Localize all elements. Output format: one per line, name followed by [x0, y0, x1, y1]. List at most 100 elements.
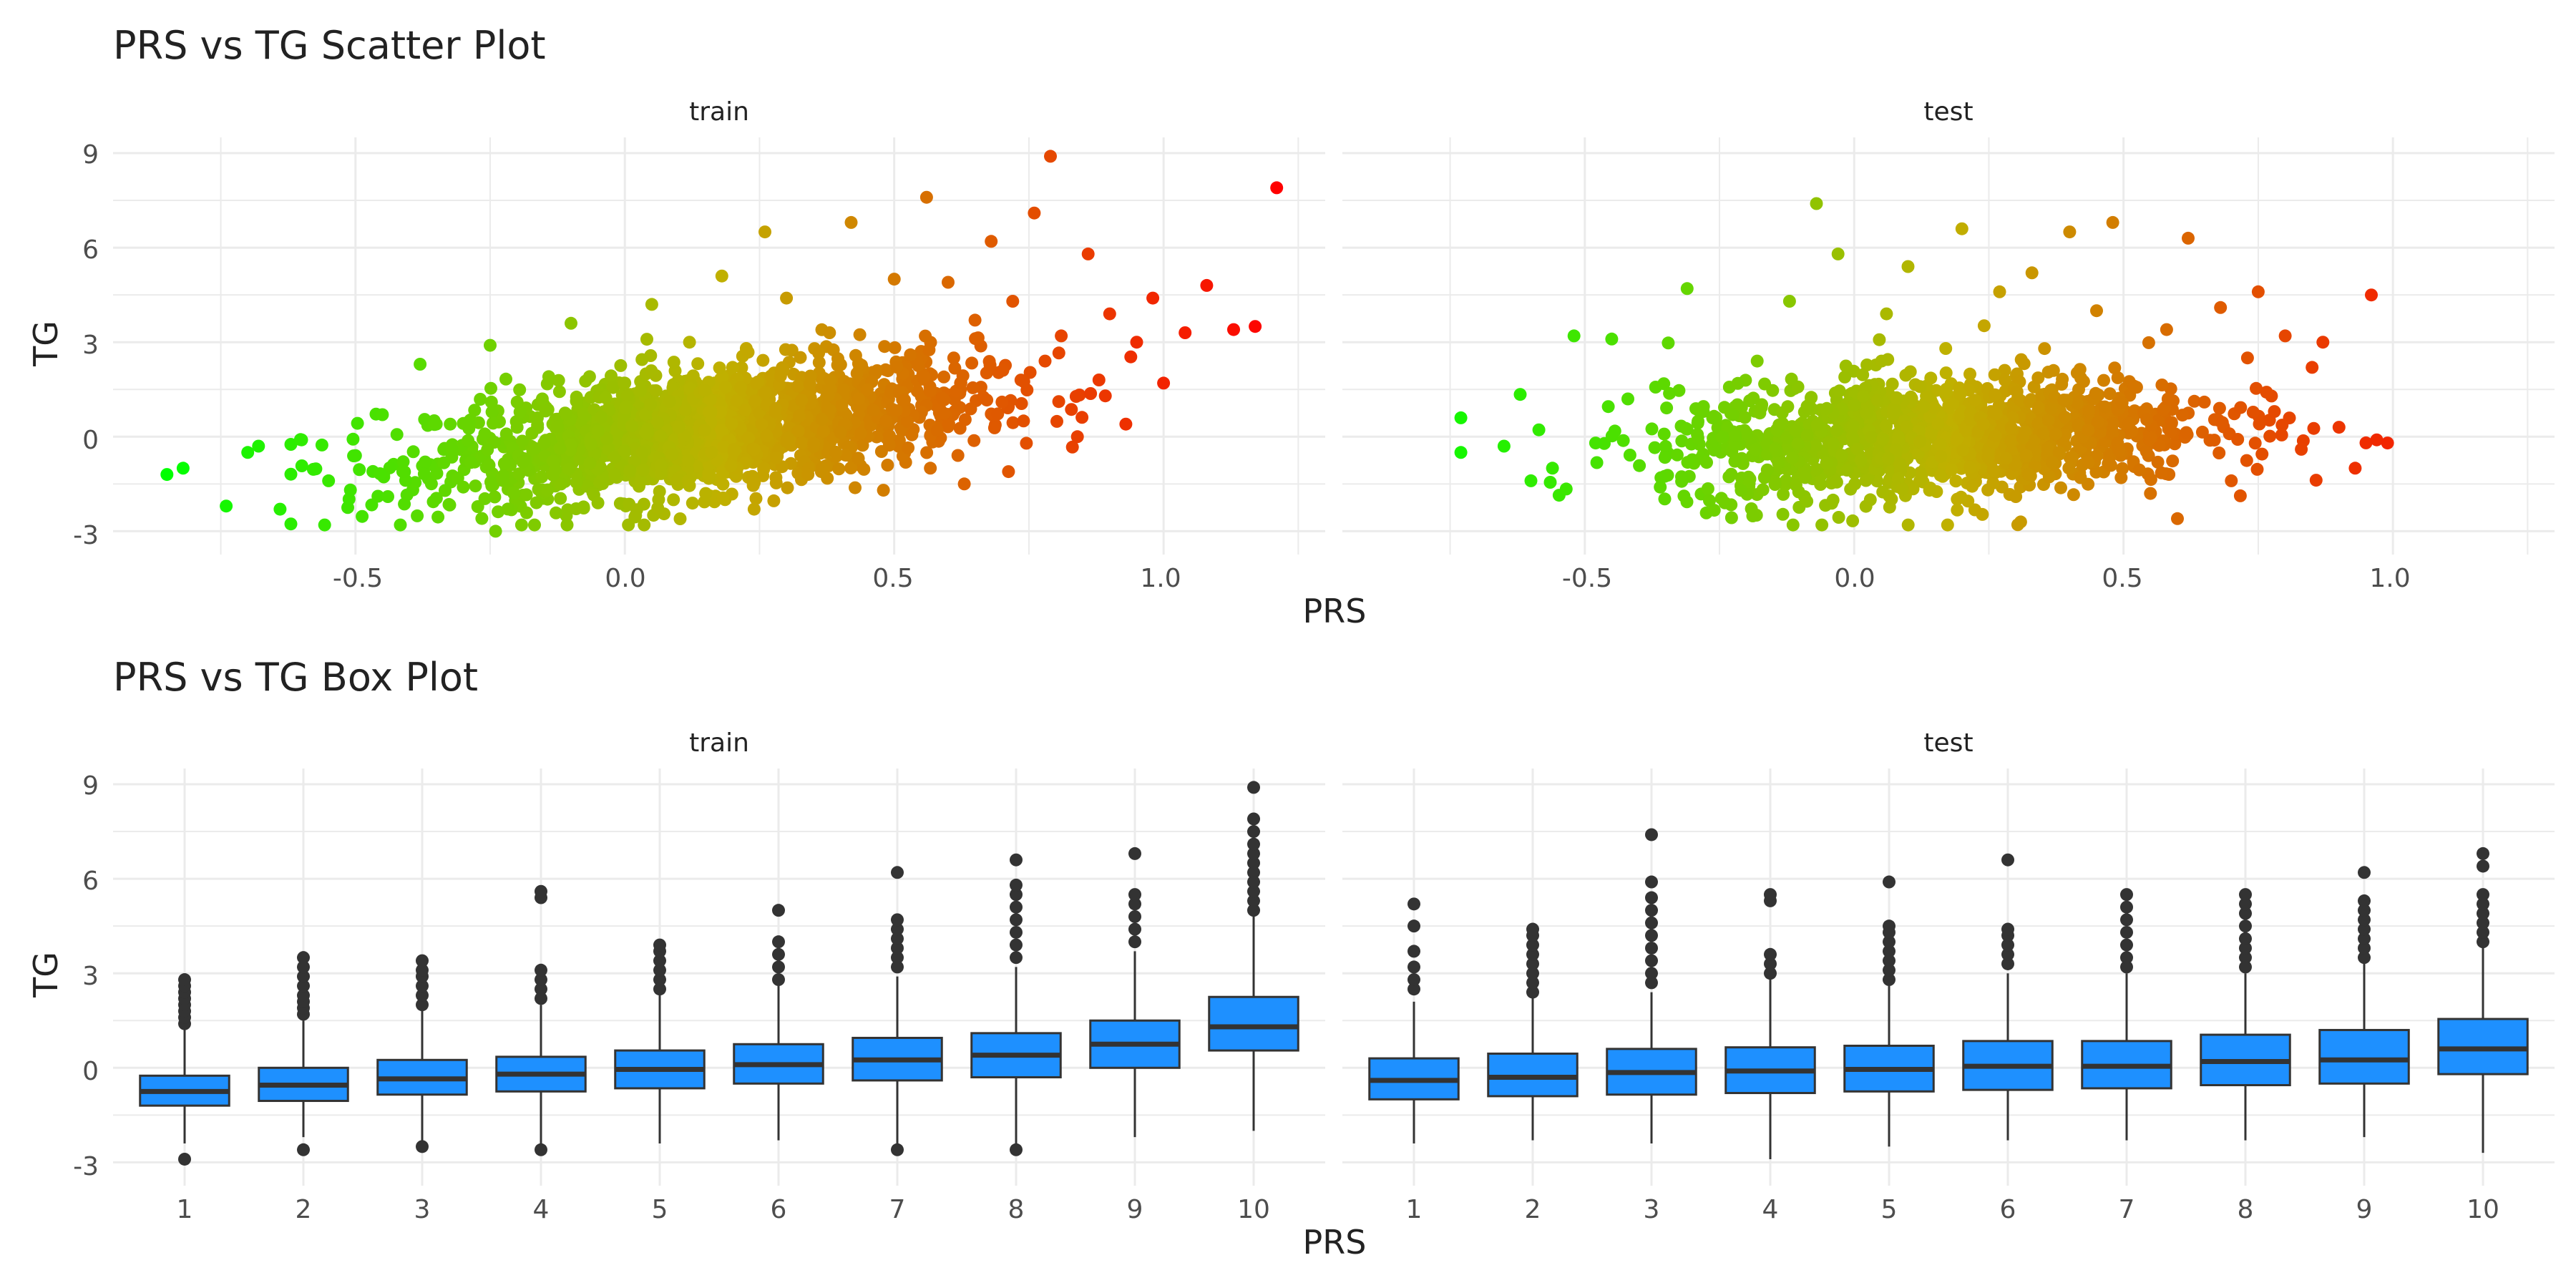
scatter-point: [995, 395, 1009, 409]
scatter-point: [1680, 495, 1694, 509]
scatter-point: [583, 457, 597, 470]
scatter-point: [1605, 429, 1619, 443]
box-outlier: [2358, 932, 2371, 945]
scatter-train-x-tick: 0.5: [872, 564, 913, 593]
scatter-chart: PRS vs TG Scatter Plot TG PRS -3 0 3 6 9…: [26, 23, 2555, 630]
box-outlier: [1010, 878, 1023, 892]
box-outlier: [1407, 945, 1420, 958]
scatter-point: [889, 404, 903, 417]
scatter-point: [2187, 394, 2201, 408]
scatter-point: [948, 361, 962, 375]
scatter-point: [719, 381, 733, 394]
scatter-point: [738, 404, 752, 417]
scatter-point: [284, 438, 298, 451]
scatter-point: [1532, 423, 1546, 436]
scatter-point: [822, 388, 835, 401]
scatter-point: [1724, 511, 1738, 525]
scatter-point: [824, 374, 837, 387]
scatter-point: [446, 443, 459, 457]
box-outlier: [2358, 894, 2371, 907]
scatter-point: [837, 383, 851, 396]
scatter-point: [562, 462, 575, 476]
scatter-point: [2250, 462, 2264, 476]
scatter-point: [1860, 406, 1873, 420]
box-outlier: [2120, 913, 2133, 927]
scatter-point: [1838, 370, 1852, 384]
scatter-point: [2031, 401, 2045, 414]
box-outlier: [1883, 935, 1896, 949]
scatter-point: [623, 464, 637, 477]
scatter-point: [485, 405, 499, 419]
box-train-x-tick: 10: [1237, 1195, 1270, 1224]
scatter-point: [2166, 454, 2180, 468]
scatter-point: [2025, 266, 2039, 280]
scatter-point: [920, 446, 934, 459]
scatter-point: [1964, 414, 1977, 427]
box-outlier: [1247, 894, 1260, 907]
scatter-point: [1546, 462, 1559, 475]
scatter-point: [2332, 421, 2346, 434]
scatter-point: [1901, 260, 1915, 273]
scatter-point: [2063, 225, 2077, 239]
scatter-point: [755, 417, 769, 431]
scatter-point: [1697, 405, 1710, 419]
scatter-point: [803, 377, 816, 391]
scatter-point: [1098, 389, 1112, 403]
scatter-point: [2112, 444, 2126, 457]
scatter-point: [2260, 386, 2273, 399]
box-outlier: [653, 938, 666, 952]
box-outlier: [416, 998, 429, 1012]
scatter-point: [475, 512, 489, 525]
scatter-point: [996, 364, 1010, 377]
scatter-point: [2104, 459, 2117, 472]
scatter-point: [816, 461, 829, 474]
scatter-point: [881, 459, 894, 472]
scatter-point: [967, 434, 981, 447]
scatter-point: [591, 496, 605, 509]
scatter-point: [584, 438, 597, 451]
scatter-point: [295, 459, 308, 472]
scatter-point: [478, 427, 492, 441]
scatter-test-x-tick: -0.5: [1562, 564, 1612, 593]
box-outlier: [1407, 960, 1420, 974]
scatter-point: [957, 477, 971, 491]
scatter-point: [801, 468, 815, 482]
scatter-point: [318, 518, 331, 532]
box-outlier: [891, 866, 904, 879]
scatter-point: [930, 424, 944, 437]
scatter-point: [418, 413, 431, 426]
scatter-point: [1820, 457, 1833, 470]
scatter-point: [1691, 431, 1704, 444]
scatter-point: [1654, 480, 1667, 494]
scatter-point: [2004, 434, 2017, 447]
box-test-x-tick: 7: [2119, 1195, 2135, 1224]
scatter-point: [1901, 518, 1915, 532]
box-outlier: [178, 973, 191, 987]
scatter-point: [474, 393, 487, 406]
box-outlier: [1407, 973, 1420, 987]
scatter-point: [2240, 454, 2253, 467]
scatter-point: [1977, 319, 1991, 333]
box-outlier: [1128, 909, 1141, 923]
scatter-point: [747, 502, 761, 516]
scatter-point: [759, 386, 772, 399]
scatter-point: [2168, 437, 2182, 451]
scatter-point: [1860, 358, 1874, 371]
scatter-point: [1950, 432, 1963, 445]
scatter-point: [834, 426, 847, 439]
box-outlier: [2239, 907, 2252, 920]
scatter-point: [1658, 492, 1672, 506]
scatter-point: [284, 467, 298, 481]
box-train-x-tick: 5: [652, 1195, 668, 1224]
scatter-y-tick: 0: [82, 426, 99, 455]
scatter-point: [1833, 384, 1846, 398]
scatter-point: [499, 427, 513, 441]
scatter-point: [1768, 478, 1782, 491]
scatter-point: [406, 445, 420, 459]
box-outlier: [1128, 847, 1141, 860]
scatter-point: [555, 477, 567, 491]
scatter-point: [608, 450, 622, 464]
box-train-x-tick: 2: [296, 1195, 312, 1224]
scatter-point: [1882, 452, 1896, 465]
scatter-point: [1876, 485, 1890, 499]
